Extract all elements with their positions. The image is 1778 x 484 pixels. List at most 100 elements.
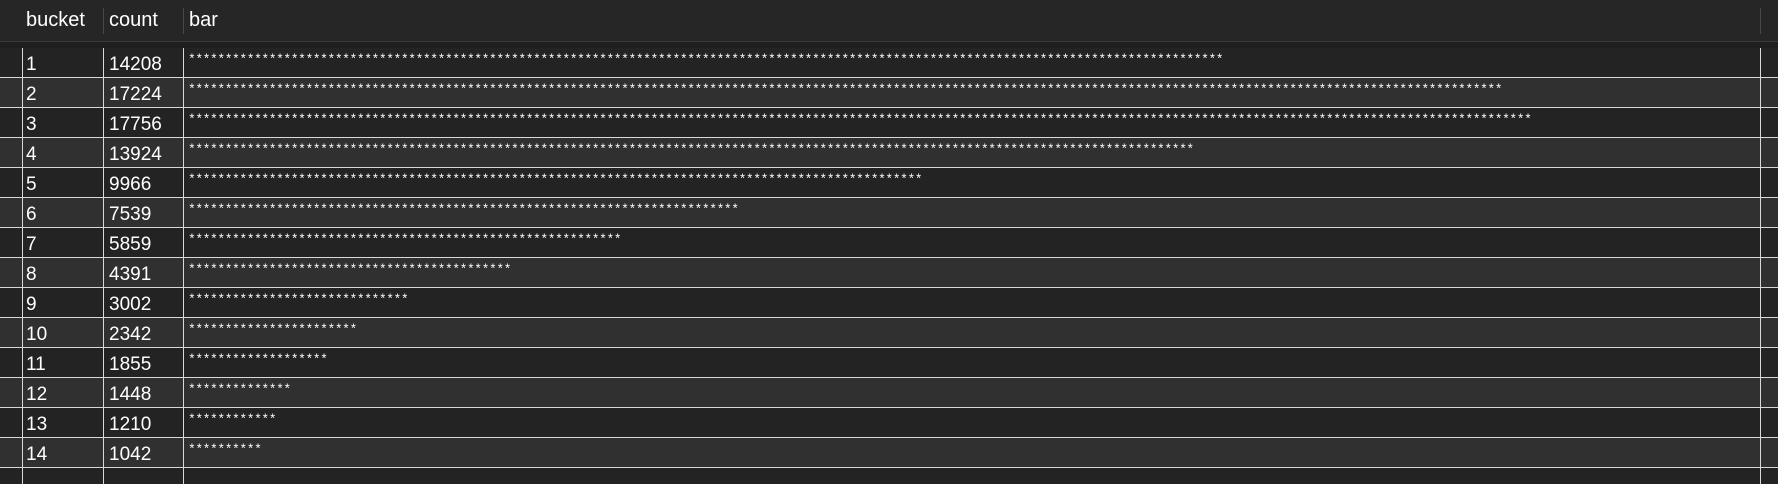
cell-bar[interactable]: ****************************************…: [188, 202, 739, 217]
table-row[interactable]: 5 9966 ***********************************…: [0, 168, 1778, 198]
table-row[interactable]: 1 14208 **********************************…: [0, 48, 1778, 78]
cell-count[interactable]: 14208: [109, 54, 162, 75]
cell-divider: [1760, 48, 1761, 77]
cell-divider: [22, 168, 23, 197]
cell-divider: [183, 288, 184, 317]
cell-bar[interactable]: ****************************************…: [188, 262, 512, 277]
table-row[interactable]: 6 7539 ***********************************…: [0, 198, 1778, 228]
cell-bar[interactable]: *******************: [188, 352, 328, 367]
cell-count[interactable]: 5859: [109, 234, 152, 255]
table-row[interactable]: 2 17224 **********************************…: [0, 78, 1778, 108]
cell-bucket[interactable]: 9: [26, 294, 37, 315]
cell-count[interactable]: 13924: [109, 144, 162, 165]
cell-count[interactable]: 4391: [109, 264, 152, 285]
cell-divider: [22, 438, 23, 467]
cell-divider: [183, 138, 184, 167]
cell-bar[interactable]: **************: [188, 382, 291, 397]
cell-bucket[interactable]: 12: [26, 384, 48, 405]
table-row[interactable]: 7 5859 ***********************************…: [0, 228, 1778, 258]
cell-bucket[interactable]: 13: [26, 414, 48, 435]
cell-divider: [103, 288, 104, 317]
table-row[interactable]: 11 1855 *******************: [0, 348, 1778, 378]
column-header-bucket[interactable]: bucket: [26, 9, 85, 31]
cell-bucket[interactable]: 6: [26, 204, 37, 225]
cell-bucket[interactable]: 7: [26, 234, 37, 255]
cell-divider: [183, 48, 184, 77]
table-row[interactable]: 10 2342 ***********************: [0, 318, 1778, 348]
cell-count[interactable]: 2342: [109, 324, 152, 345]
cell-count[interactable]: 1042: [109, 444, 152, 465]
cell-divider: [183, 438, 184, 467]
cell-divider: [22, 48, 23, 77]
cell-divider: [103, 318, 104, 347]
cell-bar[interactable]: ****************************************…: [188, 112, 1532, 127]
cell-divider: [103, 438, 104, 467]
cell-divider: [1760, 468, 1761, 484]
cell-divider: [183, 348, 184, 377]
cell-bucket[interactable]: 11: [26, 354, 46, 375]
cell-count[interactable]: 17756: [109, 114, 162, 135]
table-row[interactable]: 9 3002 ******************************: [0, 288, 1778, 318]
cell-divider: [103, 78, 104, 107]
cell-count[interactable]: 3002: [109, 294, 152, 315]
cell-count[interactable]: 7539: [109, 204, 152, 225]
cell-bucket[interactable]: 2: [26, 84, 37, 105]
cell-count[interactable]: 9966: [109, 174, 152, 195]
table-row[interactable]: 3 17756 **********************************…: [0, 108, 1778, 138]
cell-divider: [103, 258, 104, 287]
cell-bar[interactable]: ****************************************…: [188, 82, 1503, 97]
column-resize-handle[interactable]: [183, 8, 184, 34]
table-row[interactable]: 14 1042 **********: [0, 438, 1778, 468]
cell-divider: [103, 108, 104, 137]
cell-bucket[interactable]: 10: [26, 324, 48, 345]
cell-divider: [183, 318, 184, 347]
cell-divider: [103, 228, 104, 257]
cell-bar[interactable]: ****************************************…: [188, 142, 1194, 157]
cell-count[interactable]: 1210: [109, 414, 152, 435]
cell-bar[interactable]: ****************************************…: [188, 172, 923, 187]
column-header-bar[interactable]: bar: [189, 9, 218, 31]
cell-count[interactable]: 1855: [109, 354, 152, 375]
column-header-count[interactable]: count: [109, 9, 158, 31]
cell-bar[interactable]: ***********************: [188, 322, 357, 337]
cell-divider: [1760, 288, 1761, 317]
cell-bucket[interactable]: 8: [26, 264, 37, 285]
cell-divider: [1760, 318, 1761, 347]
cell-divider: [1760, 348, 1761, 377]
cell-divider: [103, 378, 104, 407]
cell-divider: [22, 228, 23, 257]
cell-count[interactable]: 1448: [109, 384, 152, 405]
cell-divider: [1760, 108, 1761, 137]
cell-bucket[interactable]: 3: [26, 114, 37, 135]
cell-bar[interactable]: **********: [188, 442, 262, 457]
cell-divider: [22, 318, 23, 347]
table-row[interactable]: 4 13924 **********************************…: [0, 138, 1778, 168]
column-resize-handle[interactable]: [103, 8, 104, 34]
cell-divider: [103, 138, 104, 167]
cell-divider: [103, 408, 104, 437]
cell-bucket[interactable]: 5: [26, 174, 37, 195]
cell-bar[interactable]: ****************************************…: [188, 232, 622, 247]
cell-divider: [103, 168, 104, 197]
cell-divider: [103, 48, 104, 77]
cell-bar[interactable]: ************: [188, 412, 277, 427]
cell-count[interactable]: 17224: [109, 84, 162, 105]
table-row[interactable]: 13 1210 ************: [0, 408, 1778, 438]
column-resize-handle[interactable]: [1760, 8, 1761, 34]
table-row[interactable]: 8 4391 ***********************************…: [0, 258, 1778, 288]
cell-divider: [183, 258, 184, 287]
cell-divider: [22, 468, 23, 484]
cell-bucket[interactable]: 1: [26, 54, 37, 75]
cell-divider: [183, 468, 184, 484]
cell-divider: [22, 78, 23, 107]
cell-divider: [183, 408, 184, 437]
cell-divider: [183, 168, 184, 197]
cell-divider: [1760, 438, 1761, 467]
cell-divider: [103, 348, 104, 377]
cell-divider: [1760, 258, 1761, 287]
table-row[interactable]: 12 1448 **************: [0, 378, 1778, 408]
cell-bucket[interactable]: 14: [26, 444, 48, 465]
cell-bar[interactable]: ****************************************…: [188, 52, 1224, 67]
cell-bucket[interactable]: 4: [26, 144, 37, 165]
cell-bar[interactable]: ******************************: [188, 292, 409, 307]
